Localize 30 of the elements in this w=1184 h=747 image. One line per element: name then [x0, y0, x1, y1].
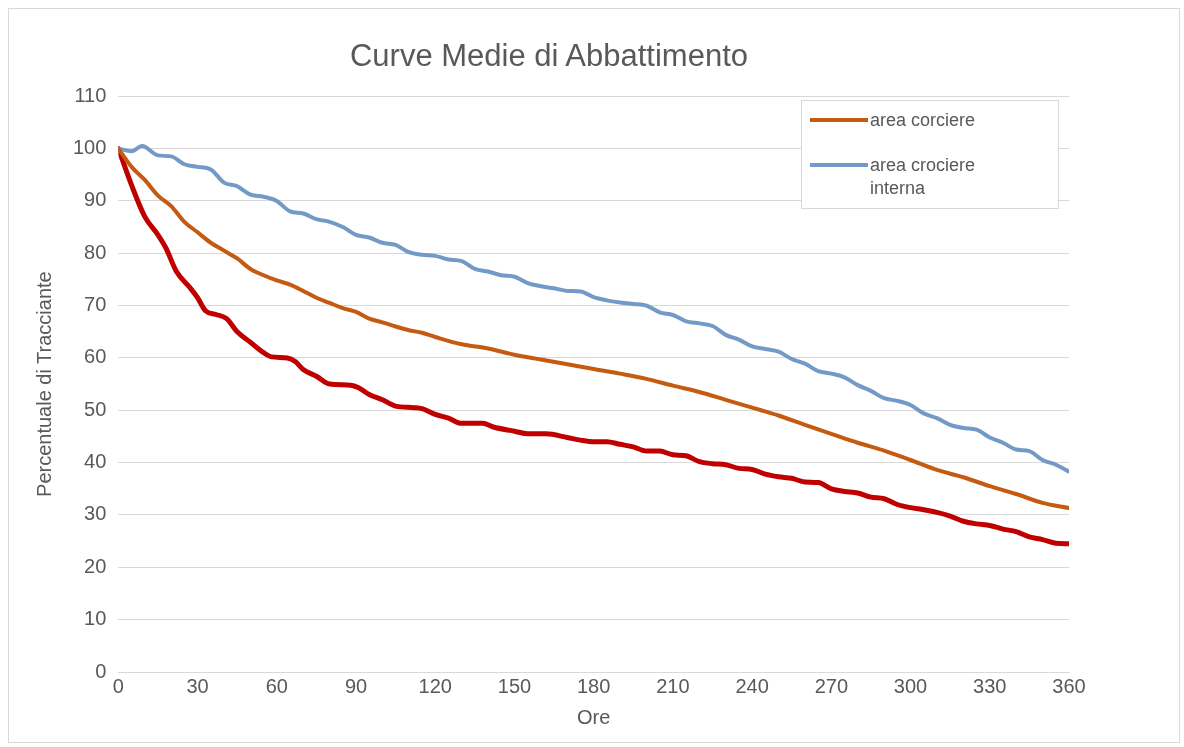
x-tick-label: 210 [656, 674, 690, 697]
y-tick-label: 20 [84, 554, 107, 577]
y-axis-title: Percentuale di Tracciante [32, 271, 55, 497]
x-tick-label: 120 [418, 674, 452, 697]
x-tick-label: 0 [112, 674, 124, 697]
x-tick-label: 30 [186, 674, 209, 697]
x-tick-label: 240 [735, 674, 769, 697]
y-tick-label: 30 [84, 502, 107, 525]
chart-title: Curve Medie di Abbattimento [349, 38, 749, 74]
x-tick-label: 270 [814, 674, 849, 697]
x-tick-label: 360 [1052, 674, 1086, 697]
y-tick-label: 40 [84, 450, 107, 473]
y-tick-label: 0 [95, 659, 107, 682]
x-tick-label: 180 [577, 674, 611, 697]
legend-label: area crociere interna [870, 154, 977, 201]
legend-label: area corciere [870, 109, 977, 133]
x-axis-title: Ore [577, 705, 611, 728]
x-tick-label: 60 [265, 674, 288, 697]
y-tick-label: 70 [84, 293, 107, 316]
y-tick-label: 80 [84, 240, 107, 263]
x-tick-label: 330 [973, 674, 1007, 697]
y-tick-label: 60 [84, 345, 107, 368]
y-tick-label: 110 [74, 83, 107, 106]
y-tick-label: 50 [84, 397, 107, 420]
y-tick-label: 90 [84, 188, 107, 211]
y-tick-label: 100 [72, 136, 107, 159]
x-tick-label: 90 [344, 674, 368, 697]
x-tick-label: 300 [893, 674, 928, 697]
y-tick-label: 10 [84, 607, 107, 630]
x-tick-label: 150 [497, 674, 532, 697]
